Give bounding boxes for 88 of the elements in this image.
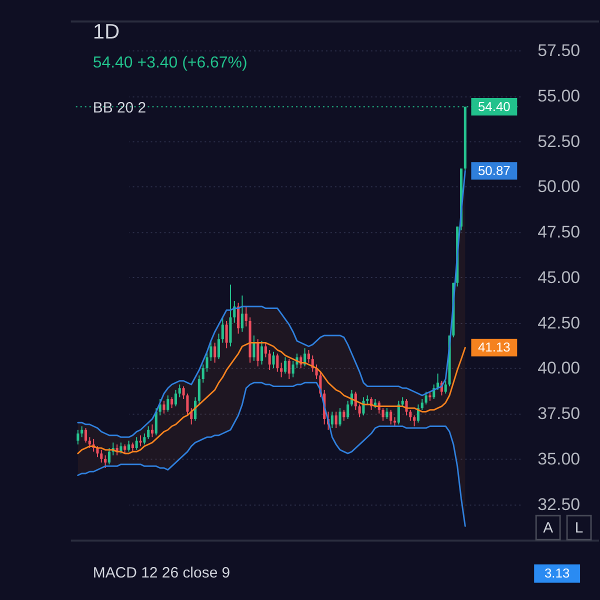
candlestick — [166, 394, 170, 412]
candlestick — [84, 428, 88, 444]
candlestick — [288, 358, 290, 380]
candlestick — [124, 444, 126, 454]
y-tick-label: 32.50 — [538, 494, 580, 514]
candlestick — [358, 404, 361, 418]
candlestick — [334, 411, 338, 429]
candlestick — [210, 340, 212, 362]
candlestick — [338, 408, 342, 427]
data-label: 50.87 — [478, 162, 510, 178]
text: 54.40 +3.40 (+6.67%) — [92, 54, 248, 72]
candlestick — [237, 302, 240, 334]
candlestick — [292, 360, 294, 378]
candlestick — [330, 411, 334, 429]
candlestick — [405, 398, 408, 416]
y-tick-label: 42.50 — [538, 313, 580, 332]
candlestick — [260, 340, 264, 366]
y-tick-label: 55.00 — [538, 86, 580, 106]
candlestick — [268, 350, 271, 370]
candlestick — [186, 393, 189, 416]
candlestick — [143, 433, 146, 445]
candlestick — [225, 320, 228, 349]
candlestick — [135, 436, 138, 450]
candlestick — [284, 356, 287, 374]
candlestick — [206, 351, 208, 372]
candlestick — [100, 449, 103, 464]
y-tick-label: 57.50 — [538, 41, 580, 60]
chart-title: 1D — [92, 20, 120, 44]
candlestick — [390, 409, 392, 425]
candlestick — [217, 333, 220, 360]
candlestick — [198, 374, 200, 405]
candlestick — [147, 426, 150, 440]
candlestick — [131, 442, 134, 452]
text: A — [543, 520, 554, 537]
text: 3.13 — [544, 566, 570, 581]
candlestick — [178, 384, 181, 398]
candlestick — [409, 409, 412, 422]
candlestick — [202, 364, 204, 384]
annotation: BB 20 2 — [92, 99, 146, 116]
y-tick-label: 45.00 — [538, 268, 580, 287]
data-label: 41.13 — [478, 340, 510, 355]
candlestick — [420, 398, 424, 410]
candlestick — [244, 306, 248, 327]
candlestick — [413, 414, 416, 427]
candlestick — [382, 408, 384, 422]
candlestick — [76, 429, 80, 445]
candlestick — [252, 334, 256, 362]
candlestick — [174, 389, 177, 407]
candlestick — [386, 408, 388, 420]
candlestick — [170, 396, 174, 409]
candlestick — [264, 342, 267, 358]
text: L — [574, 520, 584, 537]
candlestick — [128, 440, 130, 452]
candlestick — [104, 454, 107, 468]
candlestick — [424, 391, 428, 405]
candlestick — [182, 386, 185, 400]
candlestick — [139, 434, 142, 447]
candlestick — [280, 362, 283, 378]
y-tick-label: 40.00 — [538, 358, 580, 378]
candlestick — [150, 424, 154, 438]
candlestick — [221, 316, 224, 344]
y-tick-label: 52.50 — [538, 132, 580, 151]
y-tick-label: 47.50 — [538, 222, 580, 242]
ref-line-label: 54.40 — [478, 98, 510, 114]
candlestick — [162, 400, 166, 414]
candlestick — [366, 394, 369, 405]
candlestick — [88, 436, 91, 449]
candlestick — [154, 408, 158, 436]
candlestick — [342, 409, 346, 422]
candlestick — [307, 350, 310, 364]
candlestick — [96, 446, 99, 458]
candlestick — [276, 353, 279, 372]
candlestick — [346, 400, 350, 420]
candlestick — [401, 396, 404, 407]
candlestick — [120, 442, 122, 454]
candlestick — [256, 338, 260, 367]
candlestick — [108, 448, 110, 465]
line-series — [77, 342, 466, 454]
line-series — [77, 170, 466, 438]
y-tick-label: 50.00 — [538, 177, 580, 196]
candlestick — [240, 295, 244, 332]
candlestick — [214, 342, 216, 364]
text: MACD 12 26 close 9 — [92, 564, 230, 582]
y-tick-label: 37.50 — [538, 404, 580, 424]
candlestick — [272, 351, 275, 369]
candlestick — [444, 380, 447, 394]
y-tick-label: 35.00 — [538, 449, 580, 468]
candlestick — [80, 426, 84, 438]
